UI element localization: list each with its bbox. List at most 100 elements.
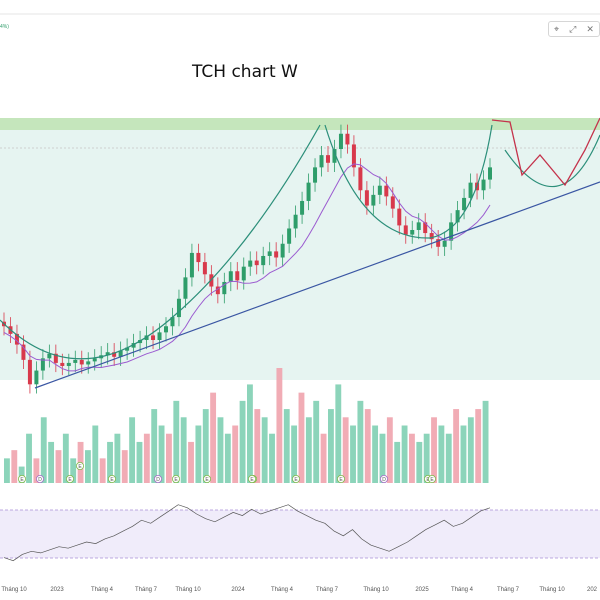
volume-marker [108,474,117,483]
volume-bar [55,450,62,483]
x-tick-label: 202 [587,587,598,593]
candle-body [371,194,376,206]
volume-bar [70,458,77,483]
volume-bar [276,368,283,483]
price-area-shade [0,130,600,380]
volume-marker-label: E [78,464,82,470]
candle-body [176,298,181,318]
candle-body [462,197,467,211]
volume-bar [335,384,342,483]
volume-marker [76,461,85,470]
volume-bar [143,433,150,483]
candle-body [196,252,201,263]
candle-body [86,361,91,365]
candle-body [326,155,330,163]
candle-body [364,190,369,206]
x-tick-label: Tháng 7 [135,587,158,593]
volume-bar [151,409,158,483]
candle-body [118,350,123,357]
candle-body [429,233,434,240]
x-tick-label: Tháng 10 [539,587,565,593]
candle-body [189,252,194,278]
rsi-panel [0,510,600,558]
volume-bar [121,450,128,483]
projection-zigzag [491,117,600,187]
candle-body [423,222,428,234]
candle-body [338,133,343,150]
candle-body [73,359,78,363]
candle-body [66,362,71,366]
expand-icon[interactable]: ⤢ [569,23,577,34]
volume-bar [438,425,445,483]
candle-body [267,251,272,256]
resistance-zone [0,118,600,130]
candle-body [248,260,253,267]
candle-body [351,144,356,168]
volume-bar [283,409,290,483]
volume-bar [62,433,69,483]
volume-bar [92,425,99,483]
candle-body [112,352,117,357]
volume-marker [247,474,256,483]
candle-body [53,353,58,363]
volume-bar [320,433,327,483]
candle-body [254,260,259,266]
volume-bar [99,458,106,483]
candle-body [157,332,162,340]
volume-bar [475,409,482,483]
volume-bar [247,384,253,483]
volume-bar [453,409,460,483]
volume-bar [48,441,55,483]
candle-body [319,155,324,168]
chart-title: TCH chart W [191,62,298,82]
candle-body [384,185,389,197]
volume-marker [291,474,300,483]
volume-marker-label: D [382,477,386,483]
candle-body [468,182,473,198]
candle-body [287,228,292,244]
volume-marker-label: E [250,477,254,483]
volume-bar [224,433,231,483]
x-tick-label: Tháng 4 [91,587,114,593]
candle-body [151,335,156,340]
x-tick-label: Tháng 4 [451,587,474,593]
candle-body [436,239,441,247]
volume-bar [401,425,408,483]
chart-toolbar: ⌖ ⤢ ✕ [548,21,600,37]
volume-bar [136,441,143,483]
candle-body [345,133,350,145]
volume-bar [379,433,386,483]
candle-body [442,240,447,247]
candle-body [274,251,279,258]
volume-bar [372,425,379,483]
volume-bar [416,441,423,483]
candle-body [92,358,97,362]
candle-body [235,271,240,281]
close-icon[interactable]: ✕ [586,23,594,34]
candle-body [215,286,220,295]
volume-marker [153,474,162,483]
volume-marker-label: E [174,477,178,483]
candle-body [60,362,65,366]
x-tick-label: Tháng 10 [363,587,389,593]
volume-marker [379,474,388,483]
volume-marker-label: E [339,477,343,483]
candle-body [449,222,454,241]
volume-bar [107,441,113,483]
w-arc-left [0,124,321,360]
candle-body [228,271,233,282]
x-tick-label: Tháng 4 [271,587,294,593]
candle-body [455,210,460,223]
rising-trendline [34,181,600,389]
candle-body [164,326,168,333]
crosshair-icon[interactable]: ⌖ [554,23,560,34]
volume-bar [409,433,415,483]
volume-marker [336,474,345,483]
volume-bar [431,417,437,483]
volume-bar [445,433,452,483]
volume-bar [482,400,489,483]
volume-bar [158,425,165,483]
volume-markers: EDEEEDEEEEEEDEE [17,461,436,483]
